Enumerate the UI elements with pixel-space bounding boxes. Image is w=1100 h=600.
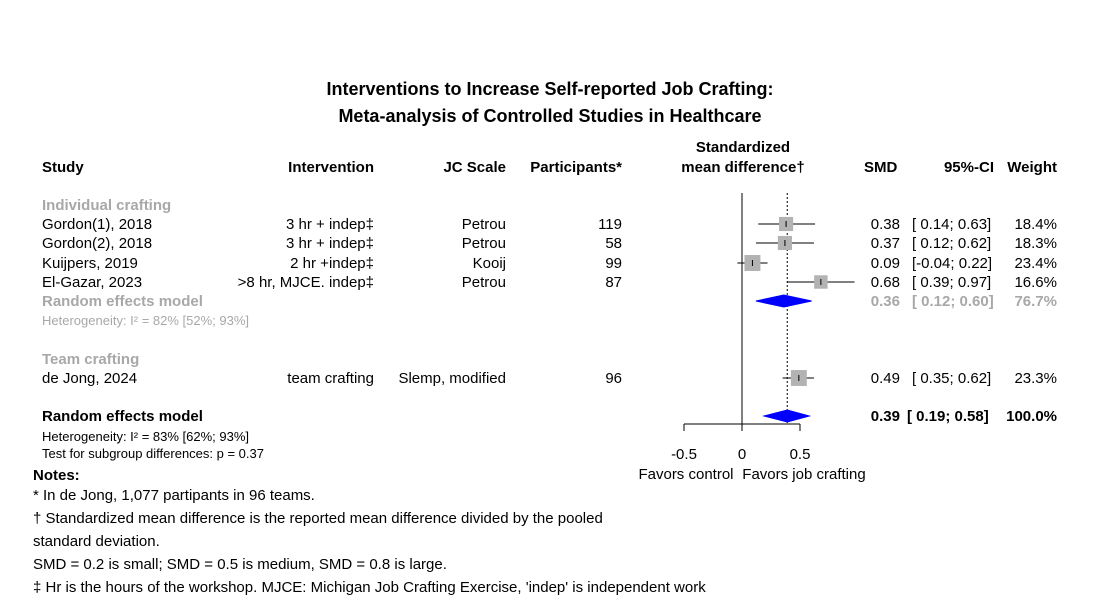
note-line: † Standardized mean difference is the re… [33, 510, 603, 527]
overall-model-smd: 0.39 [870, 408, 900, 425]
header-smd-plot-line1: Standardized [695, 139, 791, 156]
study-ci: [-0.04; 0.22] [912, 255, 993, 272]
subgroup-test: Test for subgroup differences: p = 0.37 [42, 446, 264, 461]
study-participants: 87 [605, 274, 622, 291]
study-ci: [ 0.12; 0.62] [912, 235, 992, 252]
note-line: ‡ Hr is the hours of the workshop. MJCE:… [33, 579, 706, 596]
study-ci: [ 0.35; 0.62] [912, 370, 992, 387]
header-ci: 95%-CI [943, 159, 994, 176]
study-smd: 0.37 [870, 235, 900, 252]
study-smd: 0.09 [870, 255, 900, 272]
subgroup-model-ci: [ 0.12; 0.60] [912, 293, 994, 310]
subgroup-model-smd: 0.36 [870, 293, 900, 310]
study-name: Gordon(1), 2018 [42, 216, 153, 233]
study-scale: Petrou [461, 235, 506, 252]
subgroup-model-weight: 76.7% [1014, 293, 1057, 310]
study-weight: 16.6% [1014, 274, 1057, 291]
header-smd: SMD [864, 159, 898, 176]
chart-title-line1: Interventions to Increase Self-reported … [326, 79, 774, 99]
header-participants: Participants* [530, 159, 622, 176]
study-scale: Petrou [461, 216, 506, 233]
x-axis-tick-label: 0 [738, 446, 746, 463]
study-scale: Petrou [461, 274, 506, 291]
study-smd: 0.38 [870, 216, 900, 233]
x-axis-tick-label: -0.5 [671, 446, 697, 463]
study-scale: Slemp, modified [398, 370, 506, 387]
study-ci: [ 0.14; 0.63] [912, 216, 992, 233]
study-participants: 58 [605, 235, 622, 252]
overall-model-label: Random effects model [42, 408, 203, 425]
study-smd: 0.68 [870, 274, 900, 291]
study-intervention: 2 hr +indep‡ [290, 255, 374, 272]
pooled-diamond [755, 294, 812, 308]
chart-title-line2: Meta-analysis of Controlled Studies in H… [338, 106, 762, 126]
study-participants: 99 [605, 255, 622, 272]
study-ci: [ 0.39; 0.97] [912, 274, 992, 291]
study-intervention: >8 hr, MJCE. indep‡ [237, 274, 374, 291]
note-line: * In de Jong, 1,077 partipants in 96 tea… [33, 487, 315, 504]
header-intervention: Intervention [288, 159, 374, 176]
header-study: Study [42, 159, 84, 176]
study-name: Gordon(2), 2018 [42, 235, 153, 252]
study-weight: 18.3% [1014, 235, 1057, 252]
study-weight: 18.4% [1014, 216, 1057, 233]
header-weight: Weight [1007, 159, 1057, 176]
header-jc-scale: JC Scale [443, 159, 506, 176]
study-intervention: 3 hr + indep‡ [286, 216, 374, 233]
group-label-team: Team crafting [42, 351, 140, 368]
overall-model-weight: 100.0% [1006, 408, 1057, 425]
study-name: El-Gazar, 2023 [42, 274, 143, 291]
study-name: Kuijpers, 2019 [42, 255, 138, 272]
notes-heading: Notes: [33, 467, 80, 484]
study-weight: 23.4% [1014, 255, 1057, 272]
study-participants: 119 [598, 216, 622, 233]
study-intervention: team crafting [287, 370, 374, 387]
axis-label-favors-job-crafting: Favors job crafting [742, 466, 865, 483]
study-participants: 96 [605, 370, 622, 387]
note-line: SMD = 0.2 is small; SMD = 0.5 is medium,… [33, 556, 447, 573]
overall-model-ci: [ 0.19; 0.58] [907, 408, 989, 425]
study-scale: Kooij [472, 255, 506, 272]
overall-heterogeneity: Heterogeneity: I² = 83% [62%; 93%] [42, 429, 250, 444]
note-line: standard deviation. [33, 533, 160, 550]
study-smd: 0.49 [870, 370, 900, 387]
x-axis-tick-label: 0.5 [790, 446, 811, 463]
subgroup-heterogeneity: Heterogeneity: I² = 82% [52%; 93%] [42, 313, 250, 328]
subgroup-model-label: Random effects model [42, 293, 203, 310]
axis-label-favors-control: Favors control [638, 466, 733, 483]
pooled-diamond [762, 409, 812, 423]
group-label-individual: Individual crafting [42, 197, 172, 214]
study-name: de Jong, 2024 [42, 370, 138, 387]
header-smd-plot-line2: mean difference† [681, 159, 805, 176]
study-weight: 23.3% [1014, 370, 1057, 387]
study-intervention: 3 hr + indep‡ [286, 235, 374, 252]
